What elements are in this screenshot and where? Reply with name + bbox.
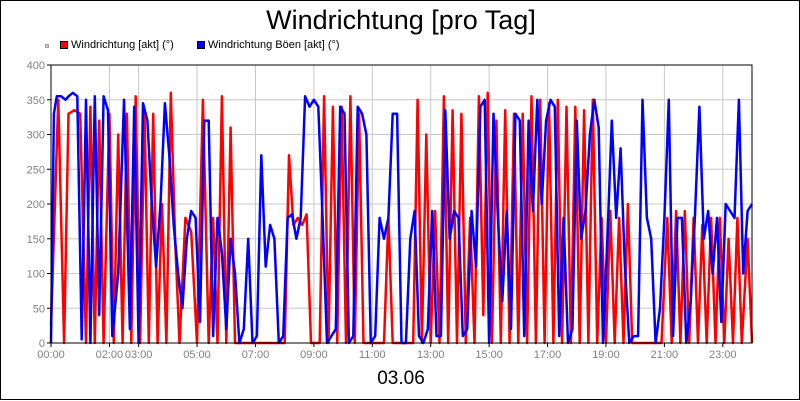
x-tick-label: 15:00 <box>475 349 503 361</box>
legend-label-windrichtung: Windrichtung [akt] (°) <box>71 39 174 51</box>
x-tick-label: 09:00 <box>300 349 328 361</box>
x-tick-label: 21:00 <box>651 349 679 361</box>
legend-swatch-windrichtung <box>60 41 68 49</box>
plot-border <box>50 64 753 344</box>
x-tick-label: 11:00 <box>359 349 386 361</box>
x-tick-label: 13:00 <box>417 349 445 361</box>
x-tick-label: 17:00 <box>534 349 562 361</box>
x-tick-label: 07:00 <box>242 349 270 361</box>
chart-title: Windrichtung [pro Tag] <box>266 5 536 35</box>
x-tick-label: 03:00 <box>125 349 153 361</box>
x-tick-label: 05:00 <box>183 349 211 361</box>
y-tick-label: 0 <box>39 338 45 350</box>
y-tick-label: 300 <box>27 130 45 142</box>
legend-marker-icon <box>45 44 49 48</box>
x-tick-label: 23:00 <box>709 349 737 361</box>
x-axis-caption: 03.06 <box>377 368 425 389</box>
x-tick-label: 02:00 <box>96 349 124 361</box>
y-tick-label: 400 <box>27 60 45 72</box>
y-tick-label: 100 <box>27 269 45 281</box>
y-tick-label: 350 <box>27 95 45 107</box>
y-tick-label: 250 <box>27 164 45 176</box>
x-tick-label: 19:00 <box>592 349 620 361</box>
x-tick-label: 00:00 <box>37 349 65 361</box>
legend-swatch-windrichtung-boeen <box>197 41 205 49</box>
y-tick-label: 150 <box>27 234 45 246</box>
y-tick-label: 200 <box>27 199 45 211</box>
y-tick-label: 50 <box>33 303 45 315</box>
legend-label-windrichtung-boeen: Windrichtung Böen [akt] (°) <box>208 39 340 51</box>
